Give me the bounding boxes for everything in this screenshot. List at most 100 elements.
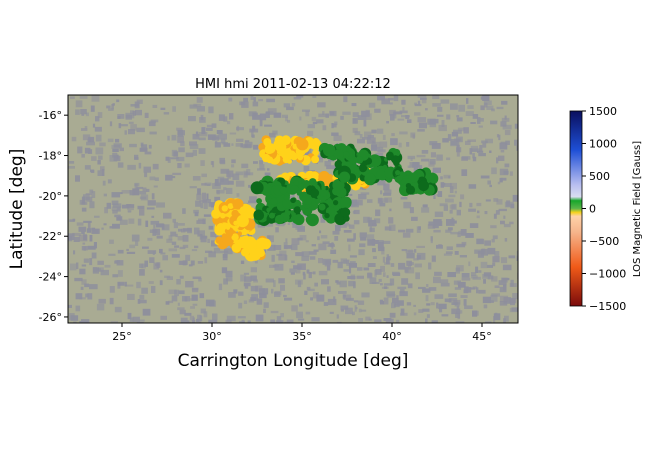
quiet-sun-speckle bbox=[439, 203, 448, 207]
quiet-sun-speckle bbox=[389, 312, 396, 318]
quiet-sun-speckle bbox=[198, 234, 203, 237]
quiet-sun-speckle bbox=[335, 224, 341, 232]
quiet-sun-speckle bbox=[473, 310, 479, 316]
quiet-sun-speckle bbox=[142, 308, 151, 316]
quiet-sun-speckle bbox=[472, 276, 481, 280]
quiet-sun-speckle bbox=[139, 209, 145, 216]
quiet-sun-speckle bbox=[248, 299, 255, 303]
quiet-sun-speckle bbox=[487, 180, 491, 185]
quiet-sun-speckle bbox=[404, 266, 409, 273]
negative-flux-patch bbox=[239, 206, 247, 213]
quiet-sun-speckle bbox=[92, 267, 99, 274]
quiet-sun-speckle bbox=[173, 222, 178, 229]
quiet-sun-speckle bbox=[249, 196, 257, 203]
quiet-sun-speckle bbox=[149, 131, 157, 135]
quiet-sun-speckle bbox=[208, 319, 218, 323]
quiet-sun-speckle bbox=[170, 157, 179, 160]
negative-flux-patch bbox=[264, 142, 269, 147]
quiet-sun-speckle bbox=[318, 270, 328, 276]
quiet-sun-speckle bbox=[379, 198, 388, 203]
quiet-sun-speckle bbox=[410, 157, 413, 161]
quiet-sun-speckle bbox=[151, 215, 155, 218]
quiet-sun-speckle bbox=[263, 302, 269, 308]
quiet-sun-speckle bbox=[478, 153, 486, 157]
quiet-sun-speckle bbox=[153, 185, 158, 188]
quiet-sun-speckle bbox=[329, 110, 337, 117]
quiet-sun-speckle bbox=[460, 295, 468, 298]
quiet-sun-speckle bbox=[298, 210, 305, 216]
quiet-sun-speckle bbox=[198, 218, 205, 222]
quiet-sun-speckle bbox=[130, 104, 139, 107]
quiet-sun-speckle bbox=[505, 140, 510, 145]
quiet-sun-speckle bbox=[438, 124, 447, 132]
quiet-sun-speckle bbox=[431, 143, 441, 149]
quiet-sun-speckle bbox=[91, 156, 97, 161]
quiet-sun-speckle bbox=[333, 135, 342, 141]
quiet-sun-speckle bbox=[128, 121, 134, 124]
quiet-sun-speckle bbox=[117, 162, 124, 168]
quiet-sun-speckle bbox=[383, 283, 393, 286]
quiet-sun-speckle bbox=[176, 279, 181, 285]
quiet-sun-speckle bbox=[417, 100, 421, 106]
quiet-sun-speckle bbox=[191, 287, 199, 291]
quiet-sun-speckle bbox=[358, 308, 362, 313]
quiet-sun-speckle bbox=[196, 193, 202, 200]
quiet-sun-speckle bbox=[161, 224, 170, 231]
quiet-sun-speckle bbox=[384, 197, 392, 203]
quiet-sun-speckle bbox=[441, 314, 449, 317]
quiet-sun-speckle bbox=[251, 134, 255, 138]
quiet-sun-speckle bbox=[165, 174, 173, 181]
quiet-sun-speckle bbox=[438, 303, 447, 310]
quiet-sun-speckle bbox=[84, 165, 91, 170]
quiet-sun-speckle bbox=[78, 226, 87, 232]
quiet-sun-speckle bbox=[343, 223, 351, 227]
quiet-sun-speckle bbox=[454, 251, 459, 255]
quiet-sun-speckle bbox=[256, 298, 263, 305]
quiet-sun-speckle bbox=[189, 186, 197, 189]
quiet-sun-speckle bbox=[369, 227, 375, 233]
quiet-sun-speckle bbox=[476, 238, 485, 245]
quiet-sun-speckle bbox=[235, 143, 243, 147]
quiet-sun-speckle bbox=[220, 138, 226, 144]
positive-flux-patch bbox=[290, 197, 296, 204]
negative-flux-patch bbox=[233, 220, 239, 226]
quiet-sun-speckle bbox=[389, 102, 393, 105]
quiet-sun-speckle bbox=[84, 283, 90, 288]
quiet-sun-speckle bbox=[200, 235, 207, 243]
negative-flux-patch bbox=[231, 233, 239, 241]
quiet-sun-speckle bbox=[304, 290, 308, 295]
quiet-sun-speckle bbox=[225, 187, 233, 194]
quiet-sun-speckle bbox=[465, 111, 474, 116]
quiet-sun-speckle bbox=[225, 270, 233, 277]
quiet-sun-speckle bbox=[267, 244, 276, 251]
quiet-sun-speckle bbox=[309, 148, 312, 155]
quiet-sun-speckle bbox=[302, 109, 310, 112]
quiet-sun-speckle bbox=[270, 319, 276, 323]
quiet-sun-speckle bbox=[122, 204, 130, 209]
quiet-sun-speckle bbox=[495, 210, 500, 215]
quiet-sun-speckle bbox=[253, 161, 258, 164]
quiet-sun-speckle bbox=[508, 255, 516, 259]
quiet-sun-speckle bbox=[429, 120, 437, 128]
quiet-sun-speckle bbox=[253, 97, 256, 102]
quiet-sun-speckle bbox=[377, 95, 385, 101]
quiet-sun-speckle bbox=[502, 264, 512, 271]
quiet-sun-speckle bbox=[348, 280, 356, 287]
quiet-sun-speckle bbox=[436, 220, 439, 226]
quiet-sun-speckle bbox=[72, 218, 76, 222]
quiet-sun-speckle bbox=[379, 203, 386, 207]
quiet-sun-speckle bbox=[445, 229, 452, 233]
quiet-sun-speckle bbox=[389, 278, 395, 286]
quiet-sun-speckle bbox=[331, 123, 334, 129]
quiet-sun-speckle bbox=[398, 142, 402, 148]
quiet-sun-speckle bbox=[371, 141, 381, 149]
quiet-sun-speckle bbox=[477, 150, 484, 153]
quiet-sun-speckle bbox=[390, 138, 398, 146]
quiet-sun-speckle bbox=[413, 312, 417, 316]
quiet-sun-speckle bbox=[262, 288, 269, 295]
quiet-sun-speckle bbox=[269, 132, 276, 138]
quiet-sun-speckle bbox=[188, 264, 193, 267]
quiet-sun-speckle bbox=[471, 272, 477, 276]
quiet-sun-speckle bbox=[394, 301, 399, 306]
